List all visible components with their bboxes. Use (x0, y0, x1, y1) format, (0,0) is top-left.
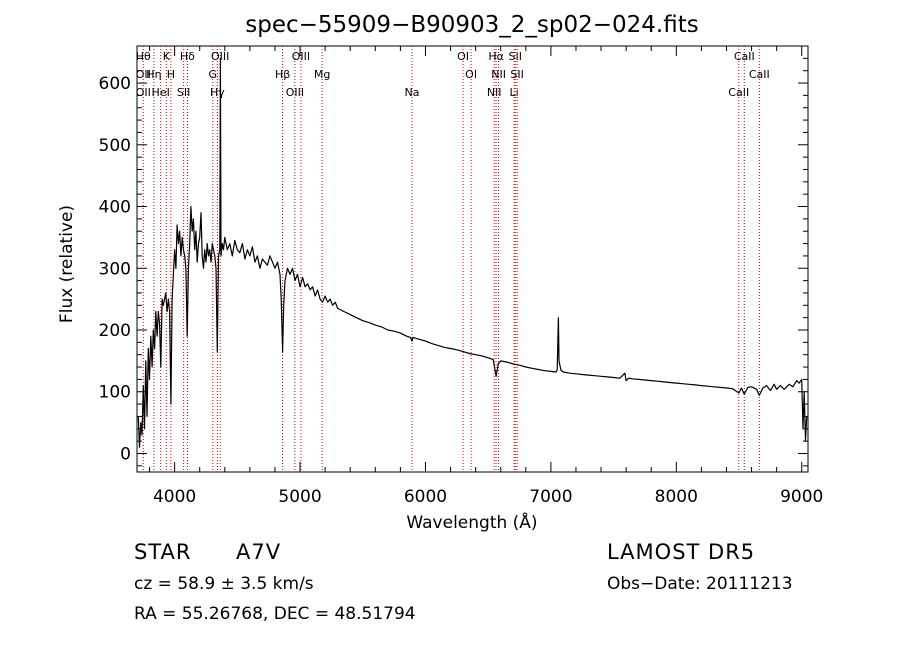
line-label: Hγ (210, 86, 225, 99)
plot-frame (136, 45, 809, 473)
line-label: SII (509, 50, 522, 63)
line-label: HeI (152, 86, 170, 99)
y-tick-label: 0 (120, 444, 131, 464)
y-axis-label: Flux (relative) (57, 205, 77, 323)
y-tick-label: 100 (99, 383, 131, 403)
chart-title: spec−55909−B90903_2_sp02−024.fits (245, 12, 699, 38)
x-axis-label: Wavelength (Å) (406, 511, 537, 533)
y-tick-label: 600 (99, 74, 131, 94)
line-label: OII (136, 68, 151, 81)
line-label: Na (405, 86, 420, 99)
survey-name: LAMOST DR5 (607, 540, 756, 564)
line-label: Hη (146, 68, 161, 81)
line-label: G (208, 68, 217, 81)
line-label: Hα (488, 50, 504, 63)
x-tick-label: 7000 (529, 487, 572, 507)
y-tick-label: 500 (99, 136, 131, 156)
line-label: Hδ (180, 50, 195, 63)
line-label: OII (136, 86, 151, 99)
y-tick-label: 400 (99, 198, 131, 218)
line-label: Mg (314, 68, 330, 81)
line-label: OI (457, 50, 469, 63)
spectrum-line (137, 57, 808, 448)
line-label: Hθ (136, 50, 151, 63)
line-label: Li (510, 86, 519, 99)
line-label: OIII (286, 86, 304, 99)
line-label: OIII (211, 50, 229, 63)
line-label: K (163, 50, 171, 63)
y-tick-label: 200 (99, 321, 131, 341)
line-label: OI (465, 68, 477, 81)
line-label: OIII (292, 50, 310, 63)
x-tick-label: 4000 (153, 487, 196, 507)
object-subclass: A7V (236, 540, 282, 564)
x-tick-label: 9000 (780, 487, 823, 507)
spectrum-series (137, 57, 808, 448)
sky-coordinates: RA = 55.26768, DEC = 48.51794 (134, 604, 416, 624)
line-label: Hβ (275, 68, 290, 81)
x-tick-label: 8000 (655, 487, 698, 507)
observation-date: Obs−Date: 20111213 (607, 574, 793, 594)
y-tick-label: 300 (99, 259, 131, 279)
x-tick-label: 5000 (278, 487, 321, 507)
spectral-line-markers: HθOIIOIIHηHeIKHSIIHδGHγOIIIHβOIIIOIIIMgN… (136, 46, 770, 472)
line-label: H (167, 68, 175, 81)
redshift-velocity: cz = 58.9 ± 3.5 km/s (134, 574, 314, 594)
line-label: CaII (734, 50, 755, 63)
line-label: SII (177, 86, 190, 99)
line-label: NII (491, 68, 506, 81)
object-class: STAR (134, 540, 192, 564)
line-label: SII (510, 68, 523, 81)
x-tick-label: 6000 (404, 487, 447, 507)
plot-axes: 4000 5000 6000 7000 8000 9000 0 100 200 300 400 500… (99, 45, 823, 507)
line-label: CaII (749, 68, 770, 81)
line-label: NII (487, 86, 502, 99)
line-label: CaII (728, 86, 749, 99)
